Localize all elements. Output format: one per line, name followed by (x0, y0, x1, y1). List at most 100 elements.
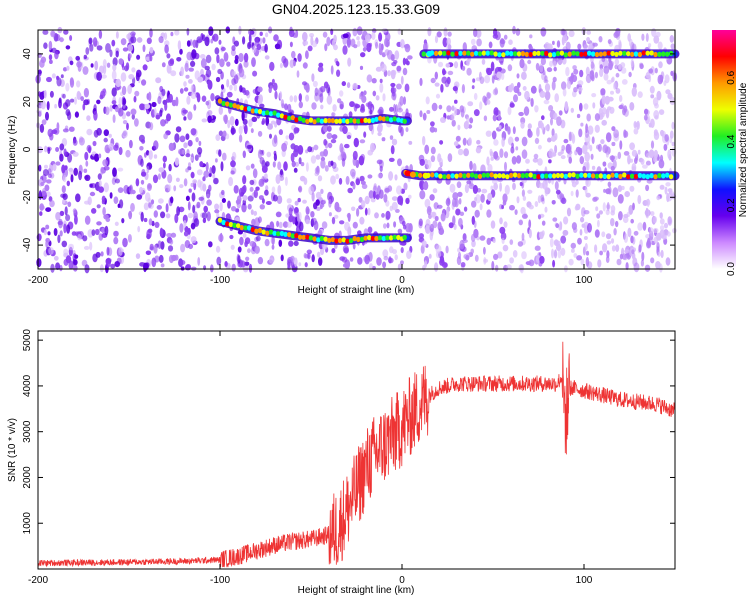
ridge-bead (473, 173, 479, 179)
spectrogram-cell (127, 84, 132, 95)
spectrogram-cell (379, 189, 384, 199)
spectrogram-cell (94, 228, 100, 236)
spectrogram-cell (367, 226, 373, 234)
spectrogram-cell (105, 257, 111, 268)
spectrogram-cell (277, 161, 282, 170)
spectrogram-cell (212, 33, 219, 42)
spectrogram-cell (603, 188, 606, 193)
spectrogram-cell (320, 188, 324, 194)
spectrogram-cell (294, 200, 299, 206)
spectrogram-cell (623, 129, 627, 138)
spectrogram-cell (305, 162, 309, 172)
spectrogram-cell (118, 246, 123, 256)
spectrogram-cell (358, 155, 365, 166)
spectrogram-cell (220, 46, 226, 52)
spectrogram-cell (627, 154, 631, 165)
ridge-bead (575, 51, 580, 57)
spectrogram-cell (335, 60, 339, 66)
ridge-bead (294, 117, 299, 123)
ridge-bead (330, 118, 335, 124)
spectrogram-cell (499, 182, 502, 192)
ridge-bead (392, 116, 397, 122)
spectrogram-cell (244, 89, 250, 96)
spectrogram-cell (302, 81, 307, 86)
spectrogram-cell (313, 220, 319, 231)
ridge-bead (563, 173, 568, 179)
spectrogram-cell (103, 166, 110, 171)
spectrogram-cell (363, 131, 367, 138)
spectrogram-cell (598, 36, 603, 43)
spectrogram-cell (424, 198, 431, 208)
spectrogram-cell (234, 40, 239, 47)
spectrogram-cell (231, 206, 237, 212)
spectrogram-cell (49, 59, 53, 64)
spectrogram-cell (130, 31, 136, 36)
spectrogram-cell (49, 90, 54, 98)
spectrogram-cell (331, 134, 338, 140)
ridge-bead (626, 174, 631, 180)
spectrogram-cell (537, 214, 542, 220)
spectrogram-cell (271, 236, 275, 245)
spectrogram-cell (579, 69, 584, 78)
spectrogram-cell (659, 218, 665, 225)
ridge-bead (421, 51, 426, 57)
spectrogram-cell (620, 62, 626, 68)
spectrogram-cell (397, 158, 402, 167)
spectrogram-cell (369, 109, 373, 115)
spectrogram-cell (259, 157, 265, 165)
ridge-bead (446, 173, 451, 180)
spectrogram-cell (111, 87, 117, 97)
ridge-bead (551, 52, 557, 58)
spectrogram-cell (161, 62, 166, 68)
ridge-bead (442, 50, 447, 57)
ridge-bead (305, 234, 310, 240)
spectrogram-cell (273, 134, 278, 144)
spectrogram-cell (497, 110, 501, 117)
spectrogram-cell (149, 28, 153, 38)
spectrogram-cell (537, 158, 543, 166)
spectrogram-cell (607, 106, 612, 111)
spectrogram-cell (117, 167, 124, 172)
spectrogram-cell (136, 54, 141, 60)
spectrogram-cell (250, 163, 255, 169)
spectrogram-cell (639, 62, 644, 67)
spectrogram-cell (665, 257, 671, 266)
spectrogram-cell (549, 233, 554, 239)
spectrogram-cell (96, 99, 101, 105)
spectrogram-cell (430, 121, 435, 127)
spectrogram-cell (585, 73, 592, 84)
spectrogram-cell (573, 87, 578, 93)
spectrogram-cell (278, 239, 283, 247)
snr-series-line (37, 341, 676, 568)
spectrogram-cell (272, 161, 276, 168)
spectrogram-cell (323, 81, 329, 89)
spectrogram-cell (275, 211, 282, 218)
spectrogram-cell (591, 93, 597, 98)
spectrogram-cell (596, 213, 601, 219)
spectrogram-cell (539, 63, 544, 73)
spectrogram-cell (69, 60, 74, 66)
spectrogram-cell (646, 179, 653, 184)
ridge-bead (283, 231, 288, 237)
spectrogram-cell (192, 204, 196, 214)
spectrogram-cell (293, 95, 298, 103)
spectrogram-cell (175, 96, 179, 107)
spectrogram-cell (62, 67, 68, 72)
ridge-bead (308, 235, 314, 241)
spectrogram-cell (522, 86, 527, 91)
spectrogram-cell (611, 245, 616, 252)
spectrogram-cell (326, 132, 333, 139)
spectrogram-cell (38, 111, 42, 117)
spectrogram-cell (601, 107, 607, 115)
spectrogram-cell (46, 191, 51, 197)
spectrogram-cell (48, 40, 53, 51)
spectrogram-cell (37, 70, 42, 75)
spectrogram-cell (375, 95, 380, 101)
spectrogram-cell (47, 173, 53, 178)
y-tick-label: 20 (22, 96, 33, 108)
spectrogram-cell (74, 96, 77, 105)
spectrogram-cell (194, 154, 199, 161)
spectrogram-cell (347, 187, 354, 194)
spectrogram-cell (610, 238, 615, 244)
spectrogram-cell (241, 111, 245, 122)
